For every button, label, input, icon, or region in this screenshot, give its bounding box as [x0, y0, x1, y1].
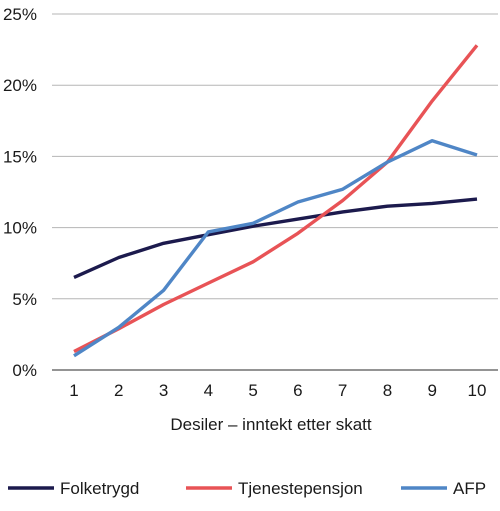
- legend-item-afp: AFP: [401, 479, 486, 498]
- x-tick-label: 1: [69, 381, 78, 400]
- x-tick-label: 8: [383, 381, 392, 400]
- x-axis-title: Desiler – inntekt etter skatt: [170, 415, 372, 434]
- x-tick-label: 7: [338, 381, 347, 400]
- series-lines: [73, 44, 479, 358]
- series-line-afp: [73, 138, 478, 358]
- y-tick-label: 0%: [12, 361, 37, 380]
- x-tick-label: 6: [293, 381, 302, 400]
- series-line-tjenestepensjon: [73, 44, 479, 354]
- x-tick-label: 4: [204, 381, 213, 400]
- x-tick-label: 3: [159, 381, 168, 400]
- x-tick-label: 9: [427, 381, 436, 400]
- y-tick-label: 5%: [12, 290, 37, 309]
- y-tick-labels: 0% 5% 10% 15% 20% 25%: [3, 5, 37, 380]
- y-tick-label: 15%: [3, 147, 37, 166]
- y-tick-label: 25%: [3, 5, 37, 24]
- legend-label: Tjenestepensjon: [238, 479, 363, 498]
- gridlines: [52, 13, 498, 371]
- legend-label: AFP: [453, 479, 486, 498]
- x-tick-label: 10: [468, 381, 487, 400]
- series-line-folketrygd: [73, 197, 478, 279]
- x-tick-label: 2: [114, 381, 123, 400]
- legend-label: Folketrygd: [60, 479, 139, 498]
- y-tick-label: 20%: [3, 76, 37, 95]
- x-tick-label: 5: [248, 381, 257, 400]
- legend-item-folketrygd: Folketrygd: [8, 479, 139, 498]
- legend: Folketrygd Tjenestepensjon AFP: [8, 479, 486, 498]
- x-tick-labels: 1 2 3 4 5 6 7 8 9 10: [69, 381, 486, 400]
- y-tick-label: 10%: [3, 219, 37, 238]
- legend-item-tjenestepensjon: Tjenestepensjon: [186, 479, 363, 498]
